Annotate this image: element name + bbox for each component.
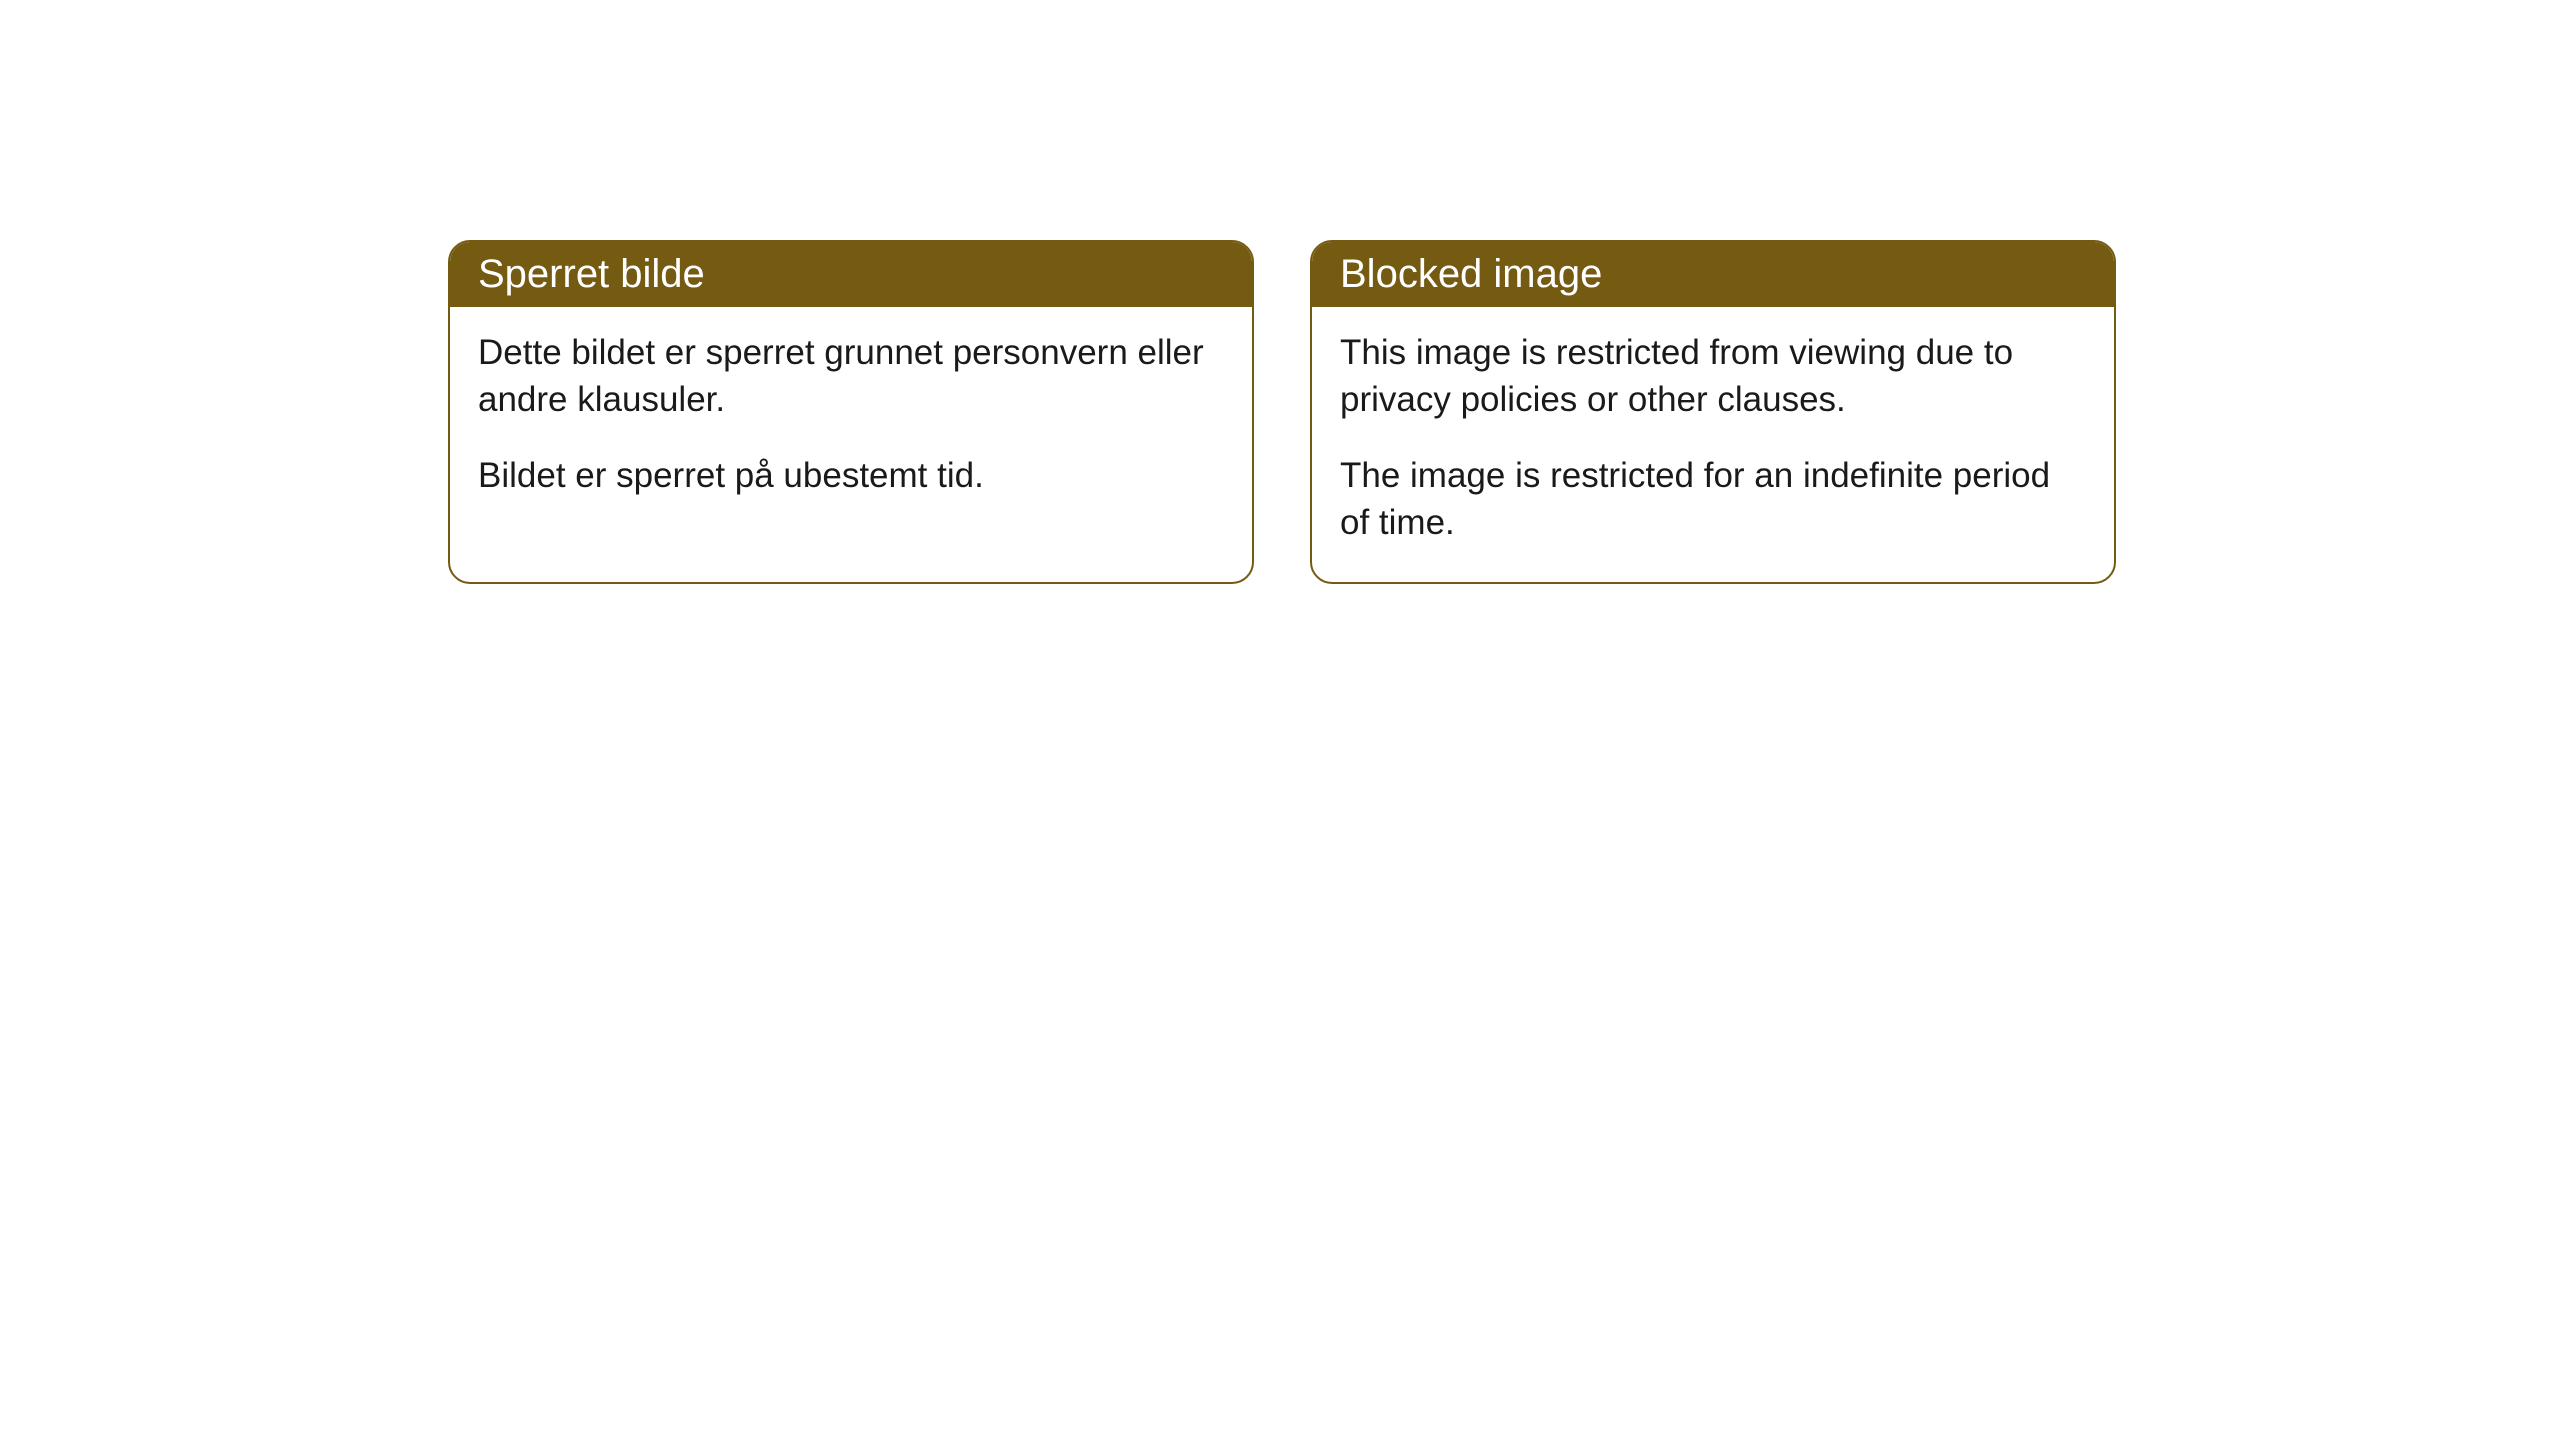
card-header-norwegian: Sperret bilde — [450, 242, 1252, 307]
card-paragraph: Bildet er sperret på ubestemt tid. — [478, 452, 1224, 499]
card-header-english: Blocked image — [1312, 242, 2114, 307]
card-paragraph: Dette bildet er sperret grunnet personve… — [478, 329, 1224, 424]
card-title: Blocked image — [1340, 252, 1602, 296]
notice-card-norwegian: Sperret bilde Dette bildet er sperret gr… — [448, 240, 1254, 584]
card-body-english: This image is restricted from viewing du… — [1312, 307, 2114, 582]
card-paragraph: The image is restricted for an indefinit… — [1340, 452, 2086, 547]
card-title: Sperret bilde — [478, 252, 705, 296]
notice-container: Sperret bilde Dette bildet er sperret gr… — [448, 240, 2560, 584]
card-body-norwegian: Dette bildet er sperret grunnet personve… — [450, 307, 1252, 535]
notice-card-english: Blocked image This image is restricted f… — [1310, 240, 2116, 584]
card-paragraph: This image is restricted from viewing du… — [1340, 329, 2086, 424]
